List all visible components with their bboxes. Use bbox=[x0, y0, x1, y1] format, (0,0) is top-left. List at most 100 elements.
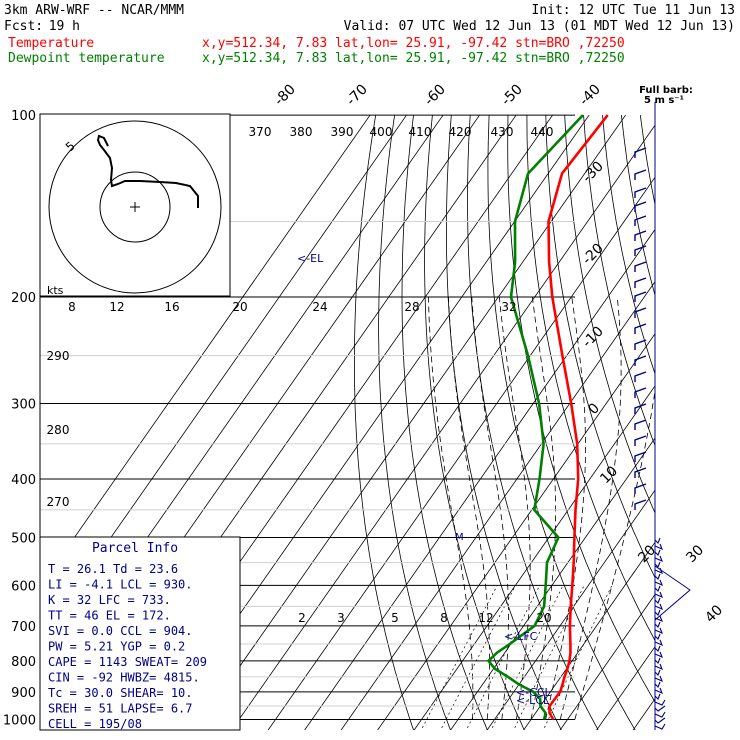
pressure-tick-label: 100 bbox=[11, 109, 36, 124]
sounding-profiles bbox=[487, 114, 609, 721]
isotherm-label: 0 bbox=[585, 400, 603, 418]
wind-barb bbox=[654, 681, 661, 688]
legend-dewpoint: Dewpoint temperature bbox=[8, 51, 165, 66]
mixing-ratio-label: 2 bbox=[298, 611, 306, 625]
fcst-value: 19 h bbox=[49, 19, 80, 34]
isotherm-line bbox=[632, 698, 655, 730]
barb-legend-line1: Full barb: bbox=[639, 85, 693, 96]
isotherm-line bbox=[231, 124, 655, 730]
pressure-tick-label: 500 bbox=[11, 532, 36, 547]
fcst-label: Fcst: bbox=[4, 19, 43, 34]
moist-adiabat-label: 12 bbox=[109, 300, 124, 314]
wind-barb bbox=[634, 355, 647, 366]
moist-adiabat-line bbox=[559, 296, 622, 720]
dry-adiabat-line bbox=[445, 115, 562, 730]
wind-barb bbox=[654, 657, 661, 664]
moist-adiabat-label: 32 bbox=[501, 300, 516, 314]
wind-barb bbox=[654, 537, 661, 544]
model-title: 3km ARW-WRF -- NCAR/MMM bbox=[4, 3, 184, 18]
wind-barb bbox=[654, 669, 661, 676]
isotherm-label: 30 bbox=[683, 542, 707, 566]
valid-time: Valid: 07 UTC Wed 12 Jun 13 (01 MDT Wed … bbox=[344, 19, 735, 34]
wind-barb bbox=[634, 467, 647, 478]
dry-adiabat-line bbox=[545, 115, 655, 579]
isotherm-label: -50 bbox=[498, 81, 525, 108]
dry-adiabat-line bbox=[526, 115, 655, 642]
parcel-info-row: K = 32 LFC = 733. bbox=[48, 593, 171, 607]
isotherm-line bbox=[413, 385, 655, 730]
wind-barb bbox=[654, 693, 661, 700]
pressure-tick-label: 700 bbox=[11, 620, 36, 635]
isotherm-line bbox=[450, 437, 655, 730]
wind-barb bbox=[654, 597, 661, 604]
mixing-ratio-label: 20 bbox=[536, 611, 551, 625]
wind-barb bbox=[634, 387, 647, 398]
annotation-label: <-LCL bbox=[516, 694, 550, 707]
isotherm-line bbox=[668, 115, 740, 732]
isotherm-line bbox=[340, 280, 655, 730]
moist-adiabat-label: 8 bbox=[68, 300, 76, 314]
parcel-info-row: T = 26.1 Td = 23.6 bbox=[48, 562, 178, 576]
wind-barb bbox=[634, 187, 647, 198]
theta-label: 400 bbox=[370, 125, 393, 139]
isotherm-label: -30 bbox=[579, 158, 606, 185]
storm-motion-marker: M bbox=[455, 532, 464, 543]
isotherm-label: 10 bbox=[597, 463, 621, 487]
wind-barb bbox=[654, 621, 661, 628]
wind-barb bbox=[654, 591, 664, 599]
isotherm-line bbox=[596, 645, 655, 730]
wind-barb bbox=[654, 639, 664, 647]
parcel-info-row: PW = 5.21 YGP = 0.2 bbox=[48, 640, 185, 654]
wind-barb bbox=[634, 201, 647, 212]
dry-adiabat-line bbox=[353, 115, 414, 730]
dry-adiabat-line bbox=[424, 115, 525, 730]
isotherm-line bbox=[194, 114, 626, 730]
wind-barb bbox=[634, 451, 647, 462]
dry-adiabat-line bbox=[602, 115, 655, 375]
dry-adiabat-line bbox=[378, 115, 451, 730]
wind-barb bbox=[634, 291, 647, 302]
isotherm-label: -70 bbox=[343, 81, 370, 108]
wind-barb bbox=[654, 627, 664, 635]
isotherm-line bbox=[40, 114, 371, 588]
moist-adiabat-label: 28 bbox=[404, 300, 419, 314]
wind-barb bbox=[654, 561, 661, 568]
wind-barb bbox=[634, 215, 647, 226]
hodograph: 5 kts bbox=[39, 113, 231, 297]
wind-barb bbox=[654, 675, 664, 683]
dry-adiabat-line bbox=[507, 115, 655, 703]
wind-barb bbox=[654, 687, 664, 695]
dry-adiabat-line bbox=[621, 115, 655, 297]
annotation-label: <-CCL bbox=[516, 686, 552, 699]
isotherm-label: -40 bbox=[576, 81, 603, 108]
wind-barb bbox=[654, 603, 664, 611]
theta-label: 380 bbox=[290, 125, 313, 139]
isotherm-line bbox=[377, 333, 655, 730]
wind-barb bbox=[654, 543, 664, 551]
pressure-tick-label: 800 bbox=[11, 655, 36, 670]
wind-barb bbox=[634, 230, 647, 241]
wind-barb bbox=[654, 705, 666, 712]
theta-label: 410 bbox=[409, 125, 432, 139]
wind-barb bbox=[654, 723, 666, 730]
wind-barb bbox=[634, 371, 647, 382]
dry-adiabat-line bbox=[583, 115, 655, 447]
theta-label: 270 bbox=[47, 495, 70, 509]
parcel-info-row: SREH = 51 LAPSE= 6.7 bbox=[48, 702, 193, 716]
wind-barb bbox=[634, 323, 647, 334]
parcel-info-row: CAPE = 1143 SWEAT= 209 bbox=[48, 655, 207, 669]
wind-barb bbox=[654, 633, 661, 640]
wind-barb bbox=[634, 147, 647, 158]
dry-adiabat-line bbox=[716, 115, 740, 732]
parcel-info-box: Parcel Info T = 26.1 Td = 23.6 LI = -4.1 … bbox=[39, 536, 241, 731]
wind-barb bbox=[654, 645, 661, 652]
temperature-profile-line bbox=[547, 114, 609, 721]
parcel-info-row: Tc = 30.0 SHEAR= 10. bbox=[48, 686, 193, 700]
wind-barb bbox=[654, 717, 666, 724]
parcel-info-row: LI = -4.1 LCL = 930. bbox=[48, 578, 193, 592]
hodograph-units: kts bbox=[47, 284, 64, 297]
isotherm-line bbox=[304, 228, 655, 730]
wind-barb bbox=[634, 339, 647, 350]
wind-barb bbox=[634, 499, 647, 510]
hodograph-outer-ring bbox=[48, 120, 222, 294]
